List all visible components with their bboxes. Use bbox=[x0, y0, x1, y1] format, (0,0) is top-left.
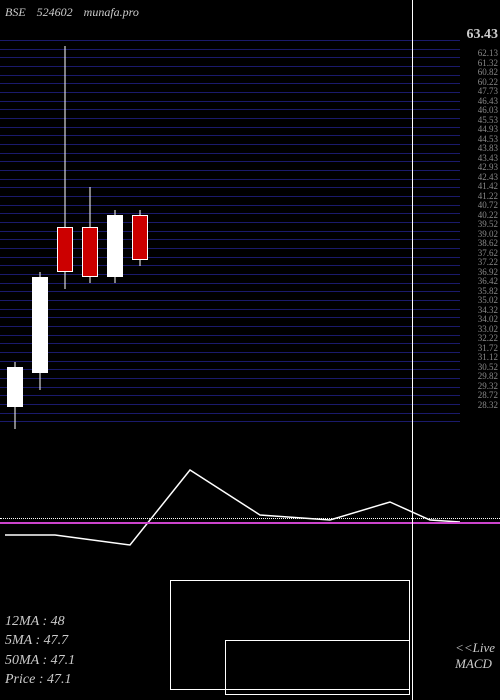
price-tick-label: 60.82 bbox=[478, 67, 498, 77]
price-tick-label: 46.03 bbox=[478, 105, 498, 115]
indicator-baseline bbox=[0, 522, 500, 524]
chart-container: BSE 524602 munafa.pro 63.43 62.1361.3260… bbox=[0, 0, 500, 700]
price-tick-label: 28.32 bbox=[478, 400, 498, 410]
price-tick-label: 39.02 bbox=[478, 229, 498, 239]
price-tick-label: 43.43 bbox=[478, 153, 498, 163]
price-tick-label: 42.43 bbox=[478, 172, 498, 182]
price-tick-label: 41.22 bbox=[478, 191, 498, 201]
price-label: Price : 47.1 bbox=[5, 670, 75, 690]
indicator-dotted-line bbox=[0, 518, 500, 519]
price-axis-labels: 63.43 62.1361.3260.8260.2247.7346.4346.0… bbox=[460, 35, 498, 435]
price-tick-label: 28.72 bbox=[478, 390, 498, 400]
ma12-label: 12MA : 48 bbox=[5, 612, 75, 632]
ma5-label: 5MA : 47.7 bbox=[5, 631, 75, 651]
price-tick-label: 41.42 bbox=[478, 181, 498, 191]
price-tick-label: 62.13 bbox=[478, 48, 498, 58]
price-tick-label: 37.22 bbox=[478, 257, 498, 267]
price-tick-label: 60.22 bbox=[478, 77, 498, 87]
price-tick-label: 32.22 bbox=[478, 333, 498, 343]
price-tick-label: 29.32 bbox=[478, 381, 498, 391]
price-tick-label: 44.53 bbox=[478, 134, 498, 144]
candlestick-series bbox=[0, 35, 460, 435]
price-tick-label: 45.53 bbox=[478, 115, 498, 125]
price-tick-label: 43.83 bbox=[478, 143, 498, 153]
price-tick-label: 61.32 bbox=[478, 58, 498, 68]
source-label: munafa.pro bbox=[84, 5, 139, 19]
price-tick-label: 31.72 bbox=[478, 343, 498, 353]
price-tick-label: 44.93 bbox=[478, 124, 498, 134]
price-tick-label: 39.52 bbox=[478, 219, 498, 229]
indicator-panel[interactable] bbox=[0, 440, 500, 560]
symbol-label: 524602 bbox=[37, 5, 73, 19]
price-chart-area[interactable]: 63.43 62.1361.3260.8260.2247.7346.4346.0… bbox=[0, 35, 500, 435]
macd-arrow: <<Live bbox=[455, 640, 495, 656]
price-tick-label: 36.92 bbox=[478, 267, 498, 277]
macd-box bbox=[225, 640, 410, 695]
price-tick-label: 31.12 bbox=[478, 352, 498, 362]
price-tick-label: 33.02 bbox=[478, 324, 498, 334]
price-tick-label: 47.73 bbox=[478, 86, 498, 96]
price-tick-label: 35.02 bbox=[478, 295, 498, 305]
cursor-line bbox=[412, 0, 413, 700]
ma50-label: 50MA : 47.1 bbox=[5, 651, 75, 671]
price-tick-label: 40.72 bbox=[478, 200, 498, 210]
price-tick-label: 38.62 bbox=[478, 238, 498, 248]
price-tick-label: 42.93 bbox=[478, 162, 498, 172]
price-tick-label: 35.82 bbox=[478, 286, 498, 296]
price-tick-label: 34.32 bbox=[478, 305, 498, 315]
indicator-line bbox=[5, 470, 460, 545]
price-tick-label: 37.62 bbox=[478, 248, 498, 258]
macd-label: <<Live MACD bbox=[455, 640, 495, 671]
price-top-label: 63.43 bbox=[467, 27, 499, 43]
price-tick-label: 34.02 bbox=[478, 314, 498, 324]
price-tick-label: 30.52 bbox=[478, 362, 498, 372]
indicator-svg bbox=[0, 440, 460, 560]
price-tick-label: 29.82 bbox=[478, 371, 498, 381]
exchange-label: BSE bbox=[5, 5, 26, 19]
price-tick-label: 46.43 bbox=[478, 96, 498, 106]
macd-text: MACD bbox=[455, 656, 495, 672]
chart-header: BSE 524602 munafa.pro bbox=[5, 5, 147, 20]
info-box: 12MA : 48 5MA : 47.7 50MA : 47.1 Price :… bbox=[5, 612, 75, 690]
price-tick-label: 40.22 bbox=[478, 210, 498, 220]
price-tick-label: 36.42 bbox=[478, 276, 498, 286]
